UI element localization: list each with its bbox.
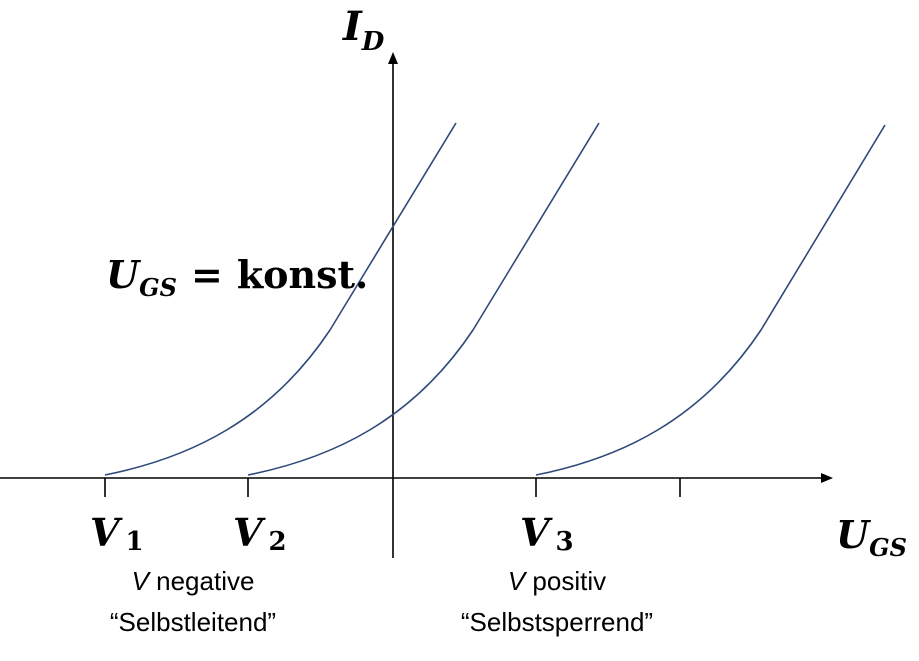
y-axis-arrowhead <box>388 52 398 64</box>
caption-positive-word: positiv <box>525 566 606 596</box>
y-axis-var: I <box>342 3 363 50</box>
y-axis-label: ID <box>342 3 385 57</box>
curve-v2 <box>247 122 600 476</box>
caption-positive-mode: “Selbstsperrend” <box>461 607 653 637</box>
tick-v1-var: V <box>90 510 123 555</box>
x-axis-sub: GS <box>869 533 907 562</box>
constant-annotation: UGS = konst. <box>106 252 368 302</box>
tick-v3-var: V <box>520 510 553 555</box>
annotation-sub: GS <box>139 273 177 302</box>
x-axis-var: U <box>836 512 872 557</box>
annotation-text: konst. <box>237 252 368 297</box>
caption-positive-line1: V positiv <box>508 566 606 596</box>
caption-negative-word: negative <box>149 566 255 596</box>
caption-negative-mode: “Selbstleitend” <box>110 607 276 637</box>
annotation-var: U <box>106 252 142 297</box>
caption-negative-line1: V negative <box>132 566 255 596</box>
tick-v3-sub: 3 <box>555 527 573 557</box>
tick-v2-sub: 2 <box>268 527 286 557</box>
curve-v3 <box>535 124 886 476</box>
y-axis-sub: D <box>361 27 385 57</box>
x-axis-label: UGS <box>836 512 907 562</box>
tick-v2-var: V <box>233 510 266 555</box>
x-axis-arrowhead <box>821 473 833 483</box>
curve-v1 <box>104 122 457 476</box>
annotation-equals: = <box>191 252 223 297</box>
tick-v1-sub: 1 <box>125 527 143 557</box>
caption-positive-v: V <box>508 566 528 596</box>
caption-negative-v: V <box>132 566 152 596</box>
